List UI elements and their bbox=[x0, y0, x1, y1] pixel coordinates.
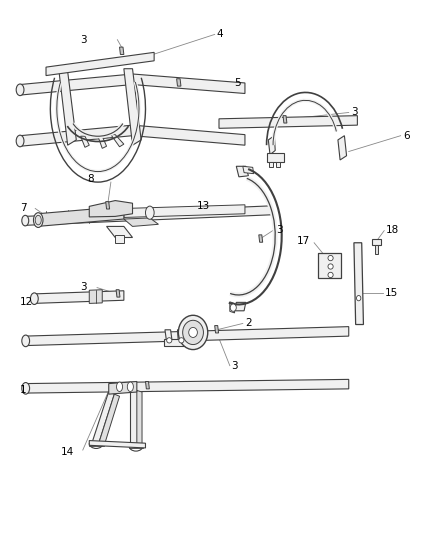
Polygon shape bbox=[129, 446, 143, 448]
Polygon shape bbox=[25, 206, 271, 225]
Text: 12: 12 bbox=[20, 297, 33, 308]
Ellipse shape bbox=[328, 255, 333, 261]
Polygon shape bbox=[243, 166, 254, 174]
Ellipse shape bbox=[167, 338, 172, 343]
Ellipse shape bbox=[22, 215, 29, 226]
Polygon shape bbox=[111, 135, 124, 147]
Polygon shape bbox=[120, 47, 124, 54]
Ellipse shape bbox=[183, 320, 203, 344]
Polygon shape bbox=[25, 327, 349, 345]
Polygon shape bbox=[318, 262, 324, 268]
Polygon shape bbox=[92, 392, 114, 446]
Polygon shape bbox=[46, 52, 154, 76]
Polygon shape bbox=[177, 330, 184, 342]
Polygon shape bbox=[89, 290, 102, 303]
Ellipse shape bbox=[117, 382, 123, 392]
Polygon shape bbox=[89, 443, 103, 446]
Polygon shape bbox=[374, 245, 378, 254]
Polygon shape bbox=[276, 162, 280, 167]
Text: 17: 17 bbox=[297, 236, 310, 246]
Polygon shape bbox=[230, 302, 235, 313]
Polygon shape bbox=[133, 125, 245, 145]
Polygon shape bbox=[259, 235, 263, 242]
Polygon shape bbox=[89, 441, 145, 448]
Text: 6: 6 bbox=[403, 131, 410, 141]
Text: 13: 13 bbox=[197, 201, 210, 211]
Polygon shape bbox=[215, 326, 219, 333]
Polygon shape bbox=[124, 205, 245, 217]
Ellipse shape bbox=[145, 206, 154, 219]
Polygon shape bbox=[219, 116, 357, 128]
Ellipse shape bbox=[16, 84, 24, 95]
Ellipse shape bbox=[178, 316, 208, 350]
Ellipse shape bbox=[230, 304, 236, 311]
Polygon shape bbox=[106, 227, 133, 238]
Polygon shape bbox=[20, 125, 133, 146]
Text: 3: 3 bbox=[81, 281, 87, 292]
Polygon shape bbox=[165, 330, 172, 342]
Polygon shape bbox=[131, 391, 137, 447]
Ellipse shape bbox=[16, 135, 24, 147]
Text: 3: 3 bbox=[276, 224, 283, 235]
Polygon shape bbox=[235, 302, 246, 311]
Text: 3: 3 bbox=[231, 361, 238, 370]
Polygon shape bbox=[177, 79, 181, 86]
Polygon shape bbox=[372, 239, 381, 245]
Polygon shape bbox=[98, 394, 120, 446]
Ellipse shape bbox=[179, 338, 184, 343]
Ellipse shape bbox=[189, 327, 198, 337]
Polygon shape bbox=[124, 69, 141, 145]
Polygon shape bbox=[59, 71, 76, 145]
Polygon shape bbox=[338, 136, 346, 160]
Text: 1: 1 bbox=[20, 385, 27, 395]
Polygon shape bbox=[164, 339, 186, 345]
Polygon shape bbox=[33, 291, 124, 303]
Ellipse shape bbox=[328, 272, 333, 278]
Polygon shape bbox=[89, 200, 133, 217]
Polygon shape bbox=[236, 166, 248, 177]
Text: 3: 3 bbox=[351, 108, 357, 117]
Ellipse shape bbox=[35, 215, 41, 225]
Text: 3: 3 bbox=[81, 35, 87, 45]
Polygon shape bbox=[133, 74, 245, 93]
Polygon shape bbox=[116, 290, 120, 297]
Ellipse shape bbox=[33, 213, 43, 228]
Text: 5: 5 bbox=[234, 78, 241, 88]
Polygon shape bbox=[354, 243, 364, 325]
Polygon shape bbox=[269, 162, 273, 167]
Ellipse shape bbox=[357, 295, 361, 301]
Polygon shape bbox=[268, 136, 275, 155]
Polygon shape bbox=[109, 382, 137, 394]
Polygon shape bbox=[318, 272, 324, 277]
Text: 4: 4 bbox=[217, 29, 223, 39]
Polygon shape bbox=[267, 153, 284, 162]
Text: 18: 18 bbox=[385, 224, 399, 235]
Polygon shape bbox=[81, 136, 89, 147]
Polygon shape bbox=[283, 116, 287, 123]
Polygon shape bbox=[115, 235, 124, 243]
Polygon shape bbox=[124, 218, 159, 227]
Polygon shape bbox=[318, 253, 341, 278]
Polygon shape bbox=[318, 253, 324, 258]
Text: 7: 7 bbox=[20, 204, 27, 214]
Text: 14: 14 bbox=[61, 447, 74, 457]
Ellipse shape bbox=[31, 293, 38, 304]
Polygon shape bbox=[37, 206, 124, 227]
Polygon shape bbox=[106, 201, 110, 209]
Text: 2: 2 bbox=[245, 318, 251, 328]
Ellipse shape bbox=[127, 382, 134, 392]
Polygon shape bbox=[137, 391, 142, 447]
Text: 8: 8 bbox=[87, 174, 94, 184]
Polygon shape bbox=[25, 379, 349, 393]
Ellipse shape bbox=[22, 383, 30, 394]
Ellipse shape bbox=[328, 264, 333, 269]
Polygon shape bbox=[20, 74, 133, 95]
Text: 15: 15 bbox=[385, 288, 398, 298]
Polygon shape bbox=[98, 136, 106, 148]
Polygon shape bbox=[145, 382, 149, 389]
Ellipse shape bbox=[22, 335, 30, 346]
